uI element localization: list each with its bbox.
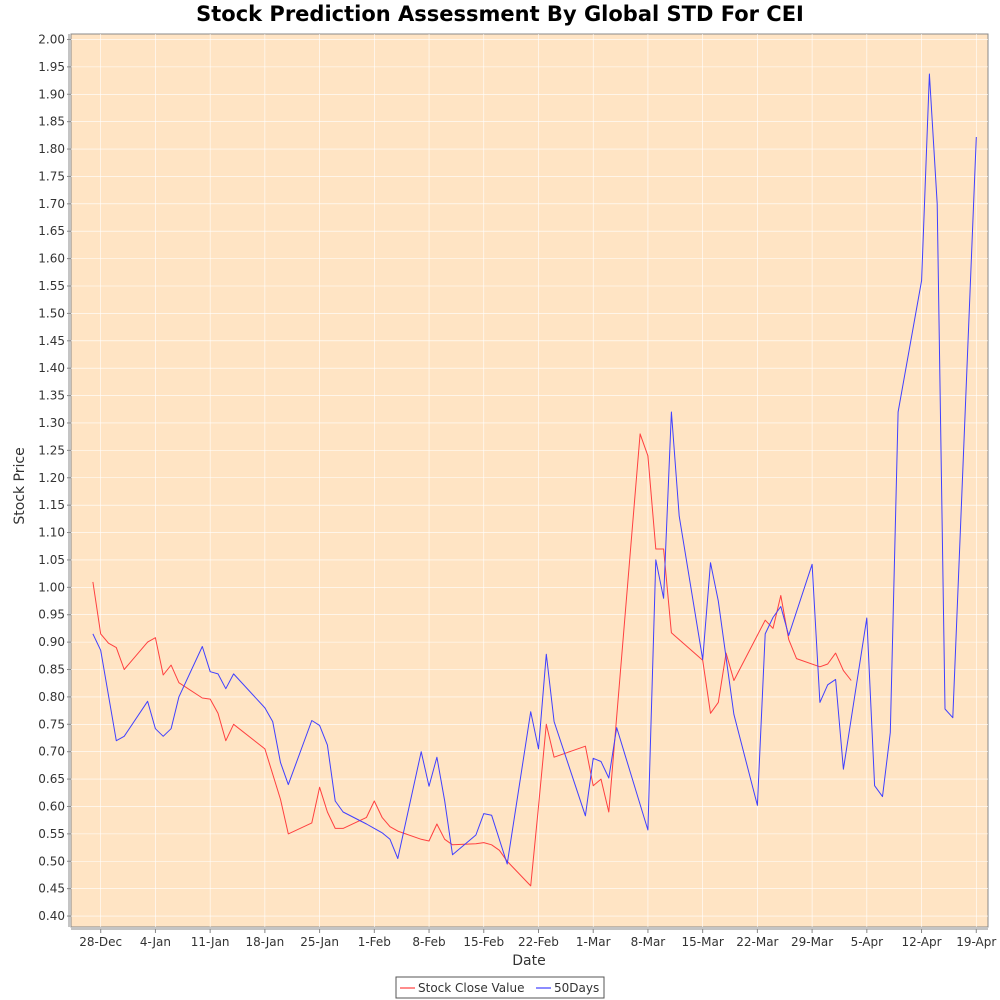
y-tick-label: 0.50 bbox=[38, 854, 65, 868]
y-tick-label: 1.65 bbox=[38, 224, 65, 238]
y-tick-label: 1.20 bbox=[38, 471, 65, 485]
plot-area bbox=[70, 33, 989, 928]
x-tick-label: 18-Jan bbox=[245, 935, 284, 949]
y-axis: 0.40 0.45 0.50 0.55 0.60 0.65 0.70 0.75 0.80 0.85… bbox=[38, 32, 71, 927]
x-tick-label: 8-Mar bbox=[631, 935, 666, 949]
x-tick-label: 1-Feb bbox=[358, 935, 391, 949]
x-tick-label: 28-Dec bbox=[79, 935, 122, 949]
y-tick-label: 1.60 bbox=[38, 252, 65, 266]
y-tick-label: 0.40 bbox=[38, 909, 65, 923]
y-tick-label: 0.60 bbox=[38, 799, 65, 813]
y-tick-label: 0.55 bbox=[38, 827, 65, 841]
y-tick-label: 2.00 bbox=[38, 32, 65, 46]
y-tick-label: 0.75 bbox=[38, 717, 65, 731]
x-tick-label: 22-Feb bbox=[518, 935, 559, 949]
x-tick-label: 4-Jan bbox=[140, 935, 171, 949]
x-tick-label: 15-Feb bbox=[463, 935, 504, 949]
y-tick-label: 0.65 bbox=[38, 772, 65, 786]
x-tick-label: 22-Mar bbox=[736, 935, 778, 949]
x-tick-label: 19-Apr bbox=[956, 935, 996, 949]
y-tick-label: 1.95 bbox=[38, 60, 65, 74]
y-tick-label: 1.10 bbox=[38, 526, 65, 540]
y-tick-label: 1.85 bbox=[38, 115, 65, 129]
y-tick-label: 0.80 bbox=[38, 690, 65, 704]
y-tick-label: 0.85 bbox=[38, 663, 65, 677]
legend: Stock Close Value 50Days bbox=[395, 976, 605, 999]
legend-label-50days: 50Days bbox=[554, 981, 599, 995]
legend-box bbox=[395, 976, 605, 999]
x-tick-label: 12-Apr bbox=[901, 935, 941, 949]
y-tick-label: 1.05 bbox=[38, 553, 65, 567]
y-tick-label: 0.90 bbox=[38, 635, 65, 649]
y-tick-label: 1.80 bbox=[38, 142, 65, 156]
y-axis-label: Stock Price bbox=[12, 447, 28, 524]
series-group bbox=[92, 73, 977, 887]
x-tick-label: 25-Jan bbox=[300, 935, 339, 949]
y-tick-label: 1.15 bbox=[38, 498, 65, 512]
x-tick-label: 5-Apr bbox=[851, 935, 884, 949]
x-tick-label: 11-Jan bbox=[191, 935, 230, 949]
x-tick-label: 8-Feb bbox=[412, 935, 445, 949]
y-tick-label: 1.50 bbox=[38, 306, 65, 320]
y-tick-label: 1.90 bbox=[38, 87, 65, 101]
y-tick-label: 1.00 bbox=[38, 580, 65, 594]
y-tick-label: 0.45 bbox=[38, 882, 65, 896]
y-tick-label: 1.30 bbox=[38, 416, 65, 430]
x-axis-label: Date bbox=[512, 953, 545, 969]
x-axis: 28-Dec 4-Jan 11-Jan 18-Jan 25-Jan 1-Feb 8-Feb 1… bbox=[71, 928, 996, 949]
y-tick-label: 0.70 bbox=[38, 745, 65, 759]
y-tick-label: 1.35 bbox=[38, 389, 65, 403]
y-tick-label: 0.95 bbox=[38, 608, 65, 622]
y-tick-label: 1.40 bbox=[38, 361, 65, 375]
y-tick-label: 1.70 bbox=[38, 197, 65, 211]
x-tick-label: 1-Mar bbox=[576, 935, 611, 949]
legend-label-stock-close-value: Stock Close Value bbox=[418, 981, 524, 995]
series-line-50days bbox=[92, 73, 977, 865]
y-tick-label: 1.45 bbox=[38, 334, 65, 348]
grid bbox=[71, 34, 988, 927]
y-tick-label: 1.75 bbox=[38, 169, 65, 183]
y-tick-label: 1.25 bbox=[38, 443, 65, 457]
y-tick-label: 1.55 bbox=[38, 279, 65, 293]
x-tick-label: 15-Mar bbox=[682, 935, 724, 949]
x-tick-label: 29-Mar bbox=[791, 935, 833, 949]
chart-title: Stock Prediction Assessment By Global ST… bbox=[196, 2, 804, 26]
